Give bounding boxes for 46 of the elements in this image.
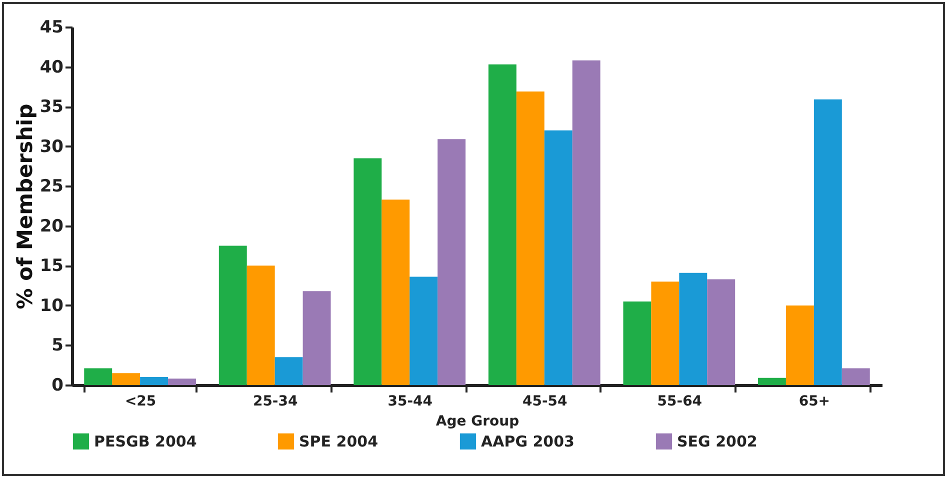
bar bbox=[707, 279, 736, 385]
x-tick-label: 55-64 bbox=[657, 394, 702, 410]
bar bbox=[786, 305, 814, 385]
y-tick-label: 20 bbox=[40, 216, 64, 236]
legend-label: SPE 2004 bbox=[299, 432, 378, 450]
bar bbox=[84, 368, 112, 385]
y-tick-label: 10 bbox=[40, 296, 64, 316]
x-tick-label: 35-44 bbox=[388, 394, 433, 410]
legend-label: SEG 2002 bbox=[677, 432, 758, 450]
x-tick-label: <25 bbox=[124, 394, 156, 410]
legend-label: PESGB 2004 bbox=[94, 432, 197, 450]
y-tick-label: 35 bbox=[40, 97, 64, 118]
bar bbox=[679, 272, 708, 385]
y-tick-label: 30 bbox=[40, 136, 64, 157]
y-tick-label: 5 bbox=[52, 336, 64, 356]
bar bbox=[246, 266, 275, 385]
bar bbox=[112, 373, 140, 385]
bar bbox=[488, 64, 516, 385]
bar bbox=[516, 91, 544, 385]
y-axis-title: % of Membership bbox=[12, 104, 37, 310]
bar bbox=[274, 357, 303, 385]
bar bbox=[758, 378, 786, 385]
bar bbox=[572, 60, 600, 385]
x-tick-label: 65+ bbox=[798, 394, 830, 410]
bar bbox=[438, 139, 466, 385]
x-axis-title: Age Group bbox=[436, 414, 520, 430]
y-tick-label: 40 bbox=[40, 57, 64, 78]
y-tick-label: 15 bbox=[40, 256, 64, 276]
bar bbox=[814, 99, 842, 385]
legend-label: AAPG 2003 bbox=[481, 432, 574, 450]
bar bbox=[168, 378, 196, 385]
bar bbox=[651, 282, 680, 385]
bar bbox=[218, 246, 247, 385]
bar bbox=[302, 291, 331, 385]
bar bbox=[410, 276, 438, 385]
bar bbox=[623, 301, 652, 385]
bar bbox=[354, 158, 382, 385]
bar bbox=[140, 377, 168, 385]
bar bbox=[382, 200, 410, 385]
bar bbox=[544, 130, 572, 385]
x-tick-label: 25-34 bbox=[252, 394, 298, 410]
bar bbox=[842, 368, 870, 385]
y-tick-label: 45 bbox=[40, 18, 64, 38]
y-tick-label: 0 bbox=[52, 376, 64, 396]
x-tick-label: 45-54 bbox=[522, 394, 568, 410]
y-tick-label: 25 bbox=[40, 176, 64, 197]
